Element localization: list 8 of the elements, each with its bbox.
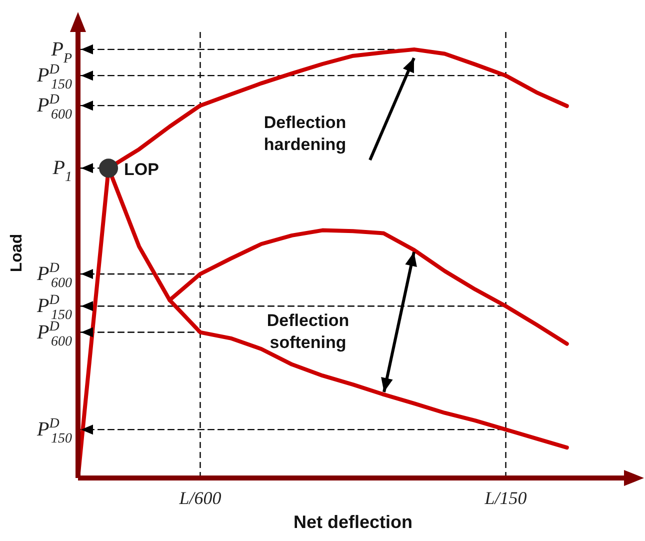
y-axis-title: Load <box>8 234 26 272</box>
text: P$_{1}$ <box>52 157 72 186</box>
annotation: LOP <box>124 160 159 179</box>
annotation: Deflection hardening <box>264 113 346 154</box>
x-axis-title: Net deflection <box>293 512 413 532</box>
annotation: Deflection softening <box>266 311 350 352</box>
x-tick-label: L/150 <box>484 488 527 508</box>
x-tick-label: L/600 <box>178 488 222 508</box>
